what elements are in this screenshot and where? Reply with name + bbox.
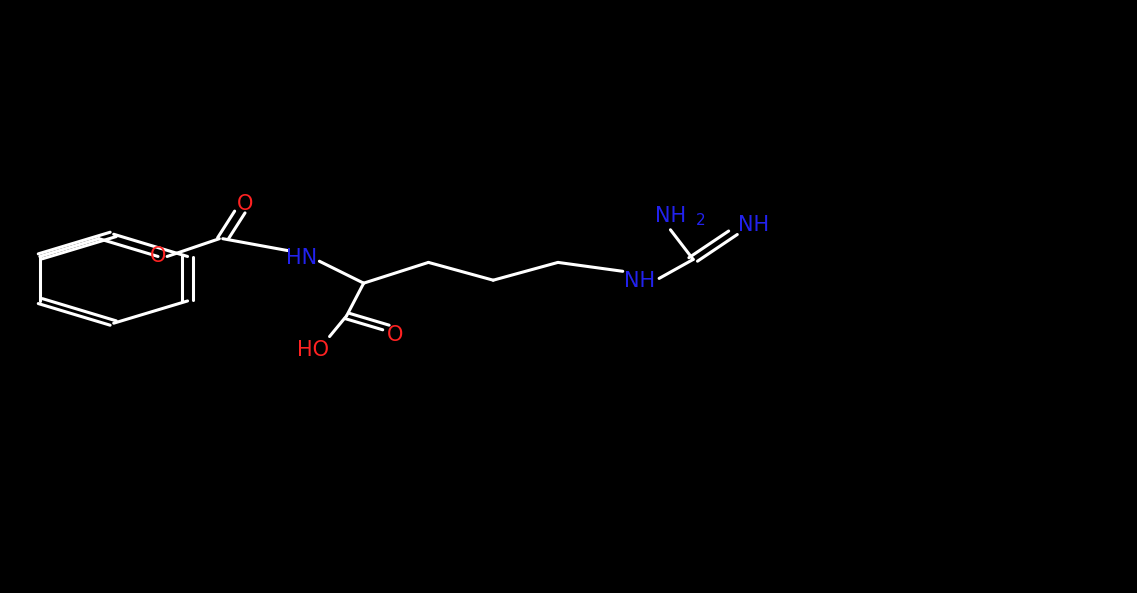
Text: NH: NH — [624, 272, 655, 291]
Text: NH: NH — [655, 206, 686, 226]
Text: NH: NH — [738, 215, 769, 235]
Text: O: O — [150, 247, 166, 266]
Text: O: O — [388, 325, 404, 345]
Text: 2: 2 — [696, 213, 706, 228]
Text: O: O — [238, 195, 254, 214]
Text: HN: HN — [285, 248, 317, 268]
Text: HO: HO — [297, 340, 329, 359]
